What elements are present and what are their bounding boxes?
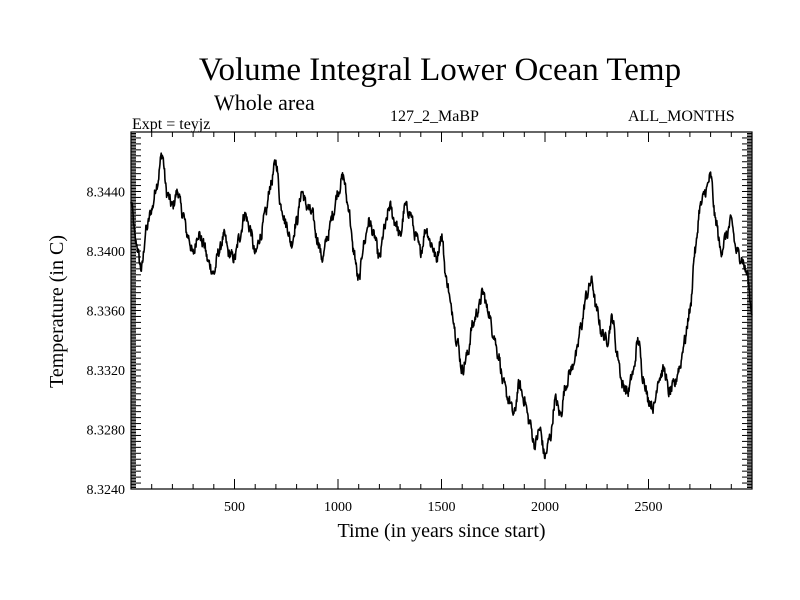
x-tick-labels: 500 1000 1500 2000 2500 <box>224 500 663 515</box>
axis-ticks <box>131 131 752 490</box>
y-tick-label: 8.3320 <box>87 364 126 379</box>
x-tick-label: 1500 <box>428 500 456 515</box>
months-label: ALL_MONTHS <box>628 108 735 125</box>
x-tick-label: 2000 <box>531 500 559 515</box>
y-tick-label: 8.3440 <box>87 186 126 201</box>
experiment-label: Expt = teyjz <box>132 116 211 133</box>
plot-frame <box>130 131 753 490</box>
y-tick-label: 8.3360 <box>87 305 126 320</box>
period-label: 127_2_MaBP <box>390 108 479 125</box>
series-line-teyjz <box>130 152 753 460</box>
x-axis-label: Time (in years since start) <box>337 520 545 542</box>
chart-title: Volume Integral Lower Ocean Temp <box>198 52 682 88</box>
x-tick-label: 1000 <box>324 500 352 515</box>
x-tick-label: 500 <box>224 500 245 515</box>
x-tick-label: 2500 <box>635 500 663 515</box>
y-tick-labels: 8.3240 8.3280 8.3320 8.3360 8.3400 8.3440 <box>87 186 126 499</box>
y-tick-label: 8.3240 <box>87 483 126 498</box>
y-axis-label: Temperature (in C) <box>46 235 68 388</box>
y-tick-label: 8.3280 <box>87 424 126 439</box>
y-tick-label: 8.3400 <box>87 245 126 260</box>
chart-subtitle: Whole area <box>214 90 315 115</box>
